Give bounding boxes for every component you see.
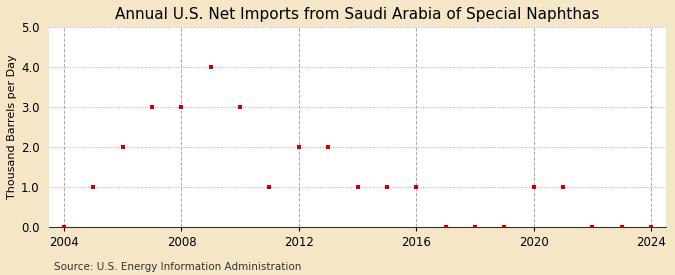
Point [645, 225, 656, 229]
Point [264, 185, 275, 189]
Point [499, 225, 510, 229]
Text: Source: U.S. Energy Information Administration: Source: U.S. Energy Information Administ… [54, 262, 301, 272]
Point [235, 105, 246, 109]
Point [411, 185, 422, 189]
Point [381, 185, 392, 189]
Point [117, 145, 128, 149]
Point [59, 225, 70, 229]
Point [146, 105, 157, 109]
Point [294, 145, 304, 149]
Point [616, 225, 627, 229]
Point [440, 225, 451, 229]
Point [587, 225, 597, 229]
Y-axis label: Thousand Barrels per Day: Thousand Barrels per Day [7, 55, 17, 199]
Point [558, 185, 568, 189]
Point [205, 65, 216, 69]
Point [323, 145, 333, 149]
Point [352, 185, 363, 189]
Point [176, 105, 187, 109]
Title: Annual U.S. Net Imports from Saudi Arabia of Special Naphthas: Annual U.S. Net Imports from Saudi Arabi… [115, 7, 599, 22]
Point [88, 185, 99, 189]
Point [528, 185, 539, 189]
Point [470, 225, 481, 229]
